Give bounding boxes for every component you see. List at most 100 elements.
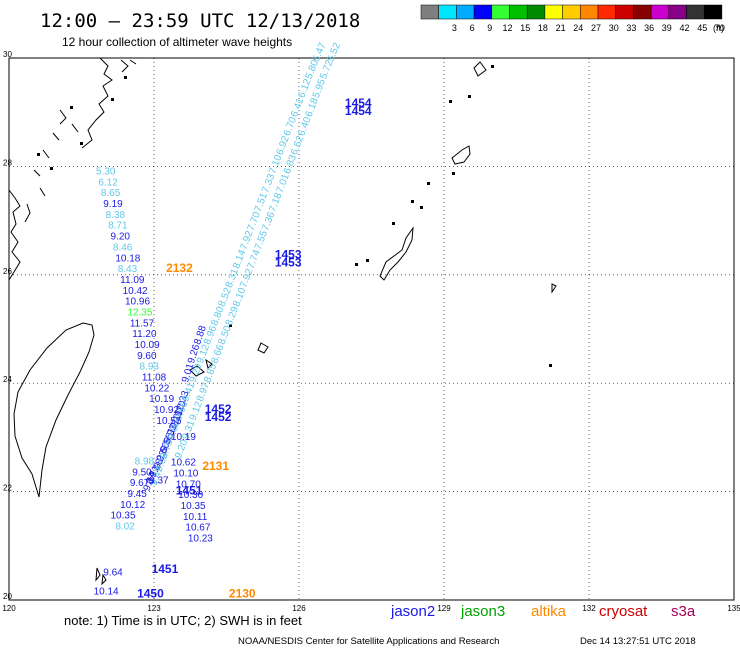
- orbit-number: 1452: [205, 410, 232, 424]
- swh-value: 10.70: [176, 479, 201, 490]
- small-islands: [37, 65, 552, 367]
- legend-label: 70: [715, 23, 725, 33]
- y-tick-label: 22: [3, 484, 12, 493]
- taiwan-island: [13, 322, 95, 498]
- swh-value: 8.38: [106, 210, 126, 221]
- east-china-sea-coast: [42, 57, 137, 159]
- legend-swatch: [650, 4, 670, 20]
- batanes-island: [95, 567, 107, 586]
- footer-timestamp: Dec 14 13:27:51 UTC 2018: [580, 636, 696, 647]
- legend-swatch: [686, 4, 705, 20]
- swh-value: 11.57: [130, 318, 155, 329]
- kyushu-fragment: [473, 61, 487, 77]
- swh-value: 11.20: [132, 329, 157, 340]
- swh-value: 10.09: [135, 340, 160, 351]
- orbit-numbers: 1454145414531453145214521451145114502132…: [137, 96, 372, 601]
- legend-swatch: [580, 4, 599, 20]
- swh-value: 12.35: [127, 307, 152, 318]
- swh-value: 9.19: [103, 199, 123, 210]
- legend-label: 15: [520, 23, 530, 33]
- axis-labels: 120 123 126 129 132 135 30 28 26 24 22 20: [2, 50, 740, 613]
- swh-value: 9.67: [130, 478, 150, 489]
- legend-label: 36: [644, 23, 654, 33]
- x-tick-label: 126: [292, 604, 306, 613]
- swh-value: 11.08: [142, 372, 167, 383]
- ishigaki-island: [189, 365, 205, 377]
- orbit-number: 1451: [176, 483, 203, 497]
- legend-label: 24: [573, 23, 583, 33]
- y-tick-label: 26: [3, 267, 12, 276]
- coastlines: [8, 61, 557, 586]
- swh-value: 5.30: [96, 167, 116, 178]
- swh-value: 9.50: [132, 467, 152, 478]
- legend-label: 33: [626, 23, 636, 33]
- legend-label: 12: [502, 23, 512, 33]
- orbit-number: 2132: [166, 261, 193, 275]
- miyako-island: [257, 342, 269, 354]
- legend-swatch: [615, 4, 634, 20]
- daito-island: [551, 283, 557, 294]
- legend-label: 18: [538, 23, 548, 33]
- orbit-number: 1451: [152, 562, 179, 576]
- swh-value: 8.46: [113, 242, 133, 253]
- y-tick-label: 20: [3, 592, 12, 601]
- orbit-number: 1454: [345, 104, 372, 118]
- orbit-number: 1450: [137, 586, 164, 600]
- footer-credit: NOAA/NESDIS Center for Satellite Applica…: [238, 636, 499, 647]
- swh-value: 8.71: [108, 221, 128, 232]
- swh-value: 10.35: [181, 501, 206, 512]
- legend-jason3: jason3: [460, 603, 505, 620]
- swh-value: 10.92: [154, 405, 179, 416]
- legend-cryosat: cryosat: [599, 603, 648, 620]
- swh-value: 9.64: [103, 568, 123, 579]
- legend-label: 27: [591, 23, 601, 33]
- legend-swatch: [668, 4, 687, 20]
- orbit-number: 1453: [275, 256, 302, 270]
- legend-swatch: [597, 4, 616, 20]
- legend-label: 21: [556, 23, 566, 33]
- swh-value: 10.30: [178, 490, 203, 501]
- orbit-number: 1453: [275, 248, 302, 262]
- swh-value: 10.14: [94, 587, 119, 598]
- legend-jason2: jason2: [390, 603, 435, 620]
- swh-value: 10.10: [173, 468, 198, 479]
- swh-value: 10.11: [183, 512, 208, 523]
- y-tick-label: 30: [3, 50, 12, 59]
- color-scale-legend: 3 6 9 12 15 18 21 24 27 30 33 36 39 42 45 70: [420, 4, 725, 33]
- okinawa-island: [379, 226, 414, 281]
- swh-value: 10.19: [171, 432, 196, 443]
- swh-value: 10.67: [185, 523, 210, 534]
- swh-value: 9.45: [127, 489, 147, 500]
- orbit-number: 2131: [202, 459, 229, 473]
- y-tick-label: 24: [3, 375, 12, 384]
- legend-swatch: [544, 4, 563, 20]
- legend-swatch: [509, 4, 528, 20]
- legend-label: 42: [679, 23, 689, 33]
- swh-value: 10.62: [171, 458, 196, 469]
- legend-swatch: [633, 4, 652, 20]
- swh-value: 10.22: [144, 383, 169, 394]
- legend-swatch: [526, 4, 546, 20]
- amami-island: [451, 145, 471, 165]
- legend-altika: altika: [531, 603, 567, 620]
- legend-swatch: [473, 4, 493, 20]
- swh-value: 9.37: [149, 475, 169, 486]
- swh-value: 10.35: [111, 511, 136, 522]
- legend-label: 3: [452, 23, 457, 33]
- lat-lon-grid: [8, 57, 735, 601]
- legend-swatch: [491, 4, 510, 20]
- yaeyama-island: [205, 358, 213, 369]
- y-tick-label: 28: [3, 158, 12, 167]
- x-tick-label: 135: [727, 604, 740, 613]
- legend-label: 9: [487, 23, 492, 33]
- map-frame: [8, 57, 735, 601]
- orbit-number: 2130: [229, 586, 256, 600]
- swh-value: 6.12: [98, 177, 118, 188]
- page-subtitle: 12 hour collection of altimeter wave hei…: [62, 35, 292, 49]
- x-tick-label: 120: [2, 604, 16, 613]
- x-tick-label: 123: [147, 604, 161, 613]
- orbit-number: 1452: [205, 402, 232, 416]
- swh-labels: 5.306.128.659.198.388.719.208.4610.188.4…: [94, 167, 214, 598]
- swh-value: 10.96: [125, 297, 150, 308]
- orbit-number: 1454: [345, 96, 372, 110]
